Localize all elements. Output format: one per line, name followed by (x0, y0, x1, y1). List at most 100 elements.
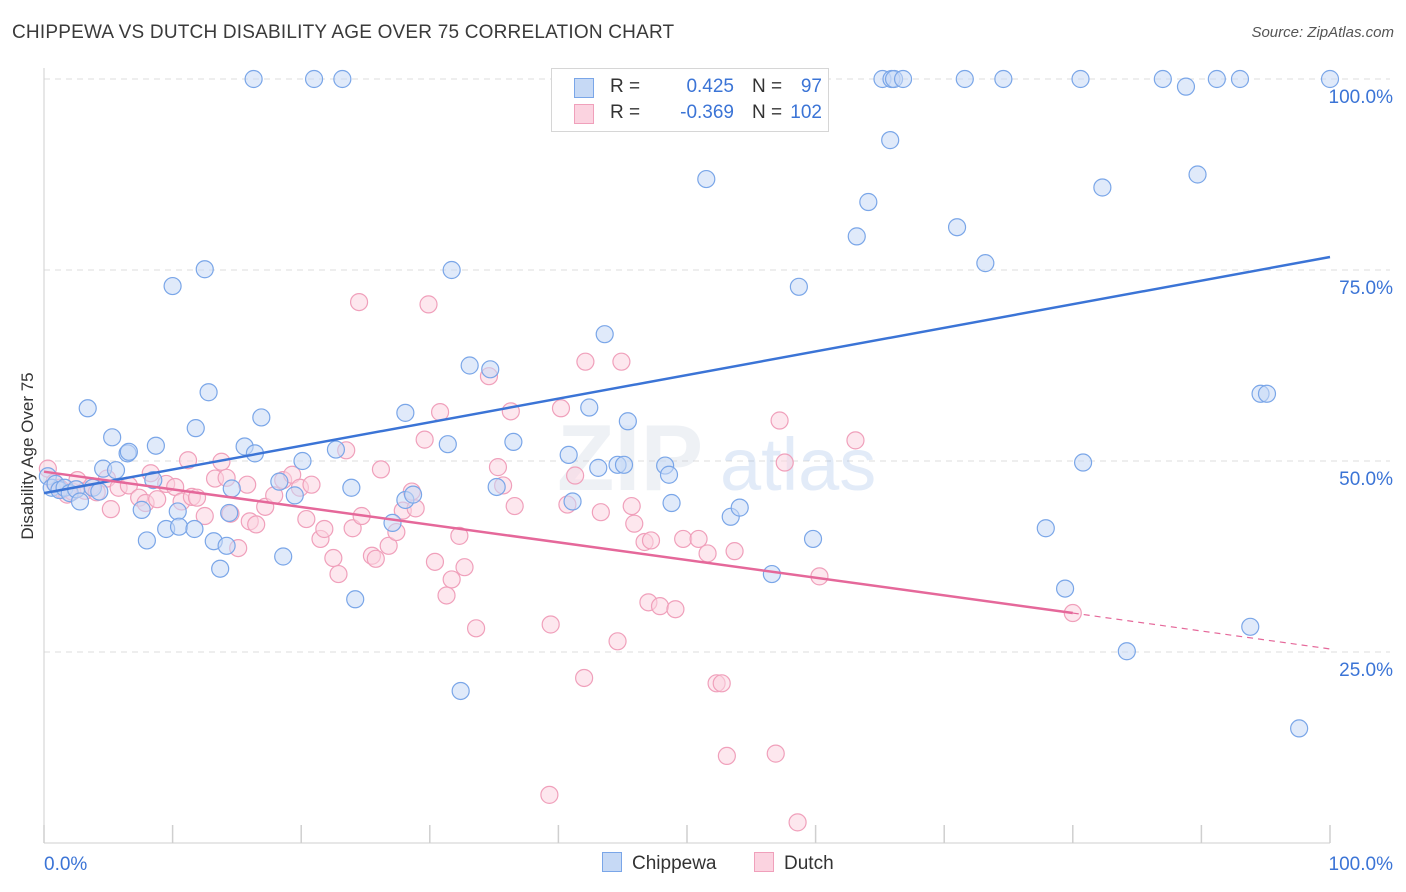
chippewa-point (326, 440, 346, 459)
dutch-point (425, 552, 445, 571)
dutch-point (650, 597, 670, 616)
chippewa-point (78, 399, 97, 418)
dutch-point (302, 475, 321, 494)
chippewa-point (563, 492, 582, 511)
chippewa-point (333, 69, 352, 89)
tick-labels: 25.0% 50.0% 75.0% 100.0% 0.0% 100.0% (44, 87, 1393, 875)
y-tick-label: 75.0% (1339, 278, 1393, 299)
chippewa-point (222, 479, 241, 498)
dutch-point (466, 619, 486, 638)
chippewa-point (1290, 719, 1309, 738)
chippewa-point (163, 276, 182, 296)
axes (43, 68, 1331, 844)
dutch-point (576, 352, 595, 371)
chippewa-point (132, 500, 151, 519)
chart-title: CHIPPEWA VS DUTCH DISABILITY AGE OVER 75… (12, 22, 675, 43)
chippewa-point (396, 403, 415, 422)
dutch-point (698, 544, 717, 563)
watermark: ZIP atlas (557, 405, 876, 510)
chippewa-point (662, 493, 681, 513)
chippewa-point (1071, 69, 1090, 89)
chippewa-point (144, 471, 163, 490)
dutch-point (725, 542, 744, 561)
trend-lines (43, 255, 1331, 650)
chippewa-point (293, 451, 312, 471)
dutch-point (622, 496, 641, 516)
chippewa-point (955, 69, 974, 89)
dutch-point (591, 503, 610, 522)
y-tick-label: 50.0% (1339, 469, 1393, 490)
chippewa-point (559, 445, 578, 464)
series-dutch (38, 292, 1082, 832)
dutch-point (297, 509, 316, 529)
chippewa-point (90, 482, 109, 501)
legend-r-value: -0.369 (680, 102, 734, 123)
dutch-point (450, 526, 469, 545)
chippewa-point (1241, 617, 1260, 636)
chippewa-point (403, 485, 423, 504)
chippewa-point (1257, 384, 1277, 403)
chippewa-point (304, 69, 324, 89)
chippewa-point (244, 69, 263, 89)
dutch-point (674, 529, 693, 549)
chippewa-point (580, 398, 599, 417)
dutch-point (195, 506, 214, 526)
chippewa-point (146, 436, 165, 455)
legend-n-label: N = (752, 102, 783, 123)
chippewa-point (217, 536, 236, 555)
gridlines (44, 78, 1390, 653)
dutch-point (247, 515, 266, 534)
chippewa-point (103, 428, 122, 447)
y-tick-label: 25.0% (1339, 660, 1393, 681)
chippewa-point (481, 360, 500, 379)
legend-r-value: 0.425 (686, 76, 734, 97)
legend-r-label: R = (610, 102, 641, 123)
dutch-point (488, 458, 508, 477)
trend-line-dutch (43, 470, 1073, 615)
chippewa-point (442, 260, 461, 280)
y-axis-label: Disability Age Over 75 (18, 372, 37, 539)
chippewa-point (451, 681, 470, 701)
dutch-point (712, 674, 731, 693)
dutch-point (379, 536, 398, 555)
chippewa-point (383, 513, 402, 532)
chippewa-point (859, 192, 878, 212)
chippewa-point (1207, 69, 1226, 89)
chippewa-point (589, 458, 608, 477)
source-credit: Source: ZipAtlas.com (1251, 24, 1394, 41)
chippewa-point (1153, 69, 1172, 89)
chippewa-point (70, 492, 90, 511)
dutch-point (371, 460, 391, 479)
dutch-point (315, 519, 334, 539)
chippewa-point (976, 254, 995, 273)
chippewa-point (346, 590, 365, 609)
dutch-point (343, 519, 362, 538)
dutch-point (238, 475, 257, 494)
legend-n-value: 102 (790, 102, 822, 123)
chippewa-point (697, 169, 716, 189)
dutch-point (612, 352, 631, 371)
chippewa-point (614, 455, 634, 474)
dutch-point (148, 490, 167, 509)
trend-line-dutch-extrapolated (1072, 612, 1331, 650)
dutch-point (766, 744, 785, 763)
series-chippewa (38, 69, 1340, 738)
chippewa-point (847, 227, 866, 246)
dutch-point (349, 292, 369, 312)
chippewa-point (1230, 69, 1250, 89)
dutch-point (666, 600, 685, 619)
chippewa-point (618, 412, 637, 431)
chippewa-point (199, 383, 218, 402)
chippewa-point (730, 498, 749, 517)
chippewa-point (119, 442, 138, 461)
legend-box: R = 0.425 N = 97 R = -0.369 N = 102 (551, 68, 829, 132)
legend-n-label: N = (752, 76, 783, 97)
chippewa-point (487, 477, 506, 497)
dutch-point (324, 548, 343, 568)
dutch-point (415, 430, 434, 449)
chippewa-point (211, 559, 230, 578)
chippewa-point (270, 472, 289, 491)
dutch-point (788, 813, 807, 832)
bottom-legend-dutch: Dutch (754, 852, 834, 875)
dutch-point (101, 500, 120, 519)
